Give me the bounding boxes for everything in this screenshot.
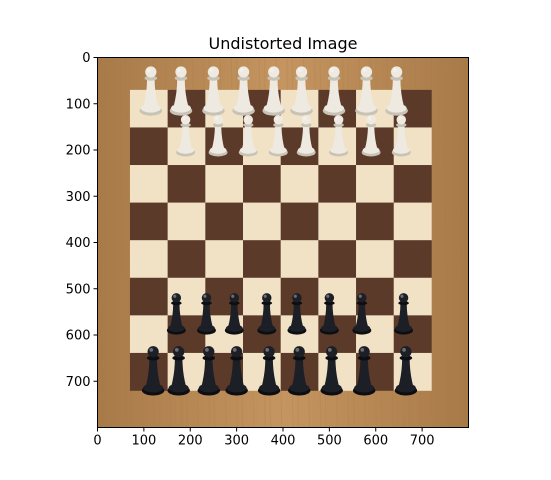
black-back-piece (394, 346, 418, 396)
grain-line (430, 57, 438, 428)
y-axis: 0 100 200 300 400 500 600 700 (66, 51, 98, 390)
board-square (318, 240, 357, 279)
white-back-piece (169, 66, 193, 116)
white-back-piece (139, 66, 163, 116)
board-square (129, 240, 168, 279)
white-back-piece (202, 66, 225, 116)
grain-line (108, 57, 116, 428)
chessboard (129, 89, 432, 391)
white-pawn (176, 115, 196, 157)
grain-line (458, 57, 466, 428)
black-pawn (352, 293, 372, 335)
white-back-piece (262, 66, 285, 116)
y-tick-label: 500 (66, 282, 91, 297)
board-square (205, 240, 244, 279)
white-pawn (296, 115, 316, 157)
x-tick-label: 500 (317, 434, 342, 449)
board-square (243, 277, 281, 316)
white-pawn (208, 115, 228, 157)
black-back-piece (320, 346, 343, 396)
board-square (318, 315, 357, 354)
board-square (280, 165, 319, 203)
grain-line (442, 57, 450, 428)
board-square (280, 240, 319, 279)
x-tick-label: 400 (271, 434, 296, 449)
black-pawn (287, 293, 307, 335)
board-square (243, 202, 281, 241)
white-back-piece (355, 66, 378, 116)
black-pawn (257, 293, 277, 335)
x-tick-label: 600 (363, 434, 388, 449)
board-square (205, 127, 244, 166)
chart-title: Undistorted Image (209, 34, 358, 53)
y-tick-label: 400 (66, 236, 91, 251)
x-tick-label: 200 (178, 434, 203, 449)
black-back-piece (225, 346, 248, 396)
black-back-piece (287, 346, 311, 396)
black-back-piece (197, 346, 221, 396)
white-back-piece (385, 66, 408, 116)
image-area (97, 57, 469, 428)
white-pawn (391, 115, 411, 157)
black-pawn (394, 293, 414, 335)
x-tick-label: 100 (131, 434, 156, 449)
white-back-piece (290, 66, 313, 116)
board-square (393, 165, 432, 203)
grain-line (119, 57, 127, 428)
white-back-piece (232, 66, 255, 116)
black-pawn (224, 293, 244, 335)
board-square (129, 277, 168, 316)
board-square (318, 165, 357, 203)
x-tick-label: 300 (224, 434, 249, 449)
board-square (243, 240, 281, 279)
x-tick-label: 0 (93, 434, 101, 449)
board-square (129, 127, 168, 166)
white-pawn (329, 115, 349, 157)
board-square (129, 315, 168, 354)
x-tick-label: 700 (410, 434, 435, 449)
board-square (167, 202, 206, 241)
board-square (356, 202, 395, 241)
x-axis: 0 100 200 300 400 500 600 700 (93, 427, 435, 449)
board-square (280, 202, 319, 241)
black-pawn (197, 293, 216, 335)
grain-line (97, 57, 104, 428)
board-square (356, 165, 395, 203)
black-pawn (166, 293, 186, 335)
black-back-piece (352, 346, 376, 396)
y-tick-label: 100 (66, 97, 91, 112)
board-square (243, 165, 281, 203)
white-pieces (139, 66, 411, 157)
black-back-piece (141, 346, 165, 396)
black-pawn (319, 293, 339, 335)
board-square (393, 240, 432, 279)
y-tick-label: 200 (66, 144, 91, 159)
board-square (167, 165, 206, 203)
y-tick-label: 600 (66, 329, 91, 344)
board-square (356, 240, 395, 279)
white-pawn (361, 115, 381, 157)
board-square (280, 127, 319, 166)
board-square (129, 165, 168, 203)
board-square (167, 240, 206, 279)
board-square (205, 202, 244, 241)
black-pieces (141, 293, 418, 396)
y-tick-label: 0 (82, 51, 90, 66)
board-square (318, 202, 357, 241)
y-tick-label: 700 (66, 375, 91, 390)
white-pawn (238, 115, 258, 157)
black-back-piece (167, 346, 190, 396)
board-square (393, 202, 432, 241)
white-pawn (268, 115, 288, 157)
board-square (205, 165, 244, 203)
board-square (129, 202, 168, 241)
grain-line (453, 57, 461, 428)
black-back-piece (257, 346, 281, 396)
white-back-piece (322, 66, 346, 116)
y-tick-label: 300 (66, 190, 91, 205)
board-square (318, 277, 357, 316)
